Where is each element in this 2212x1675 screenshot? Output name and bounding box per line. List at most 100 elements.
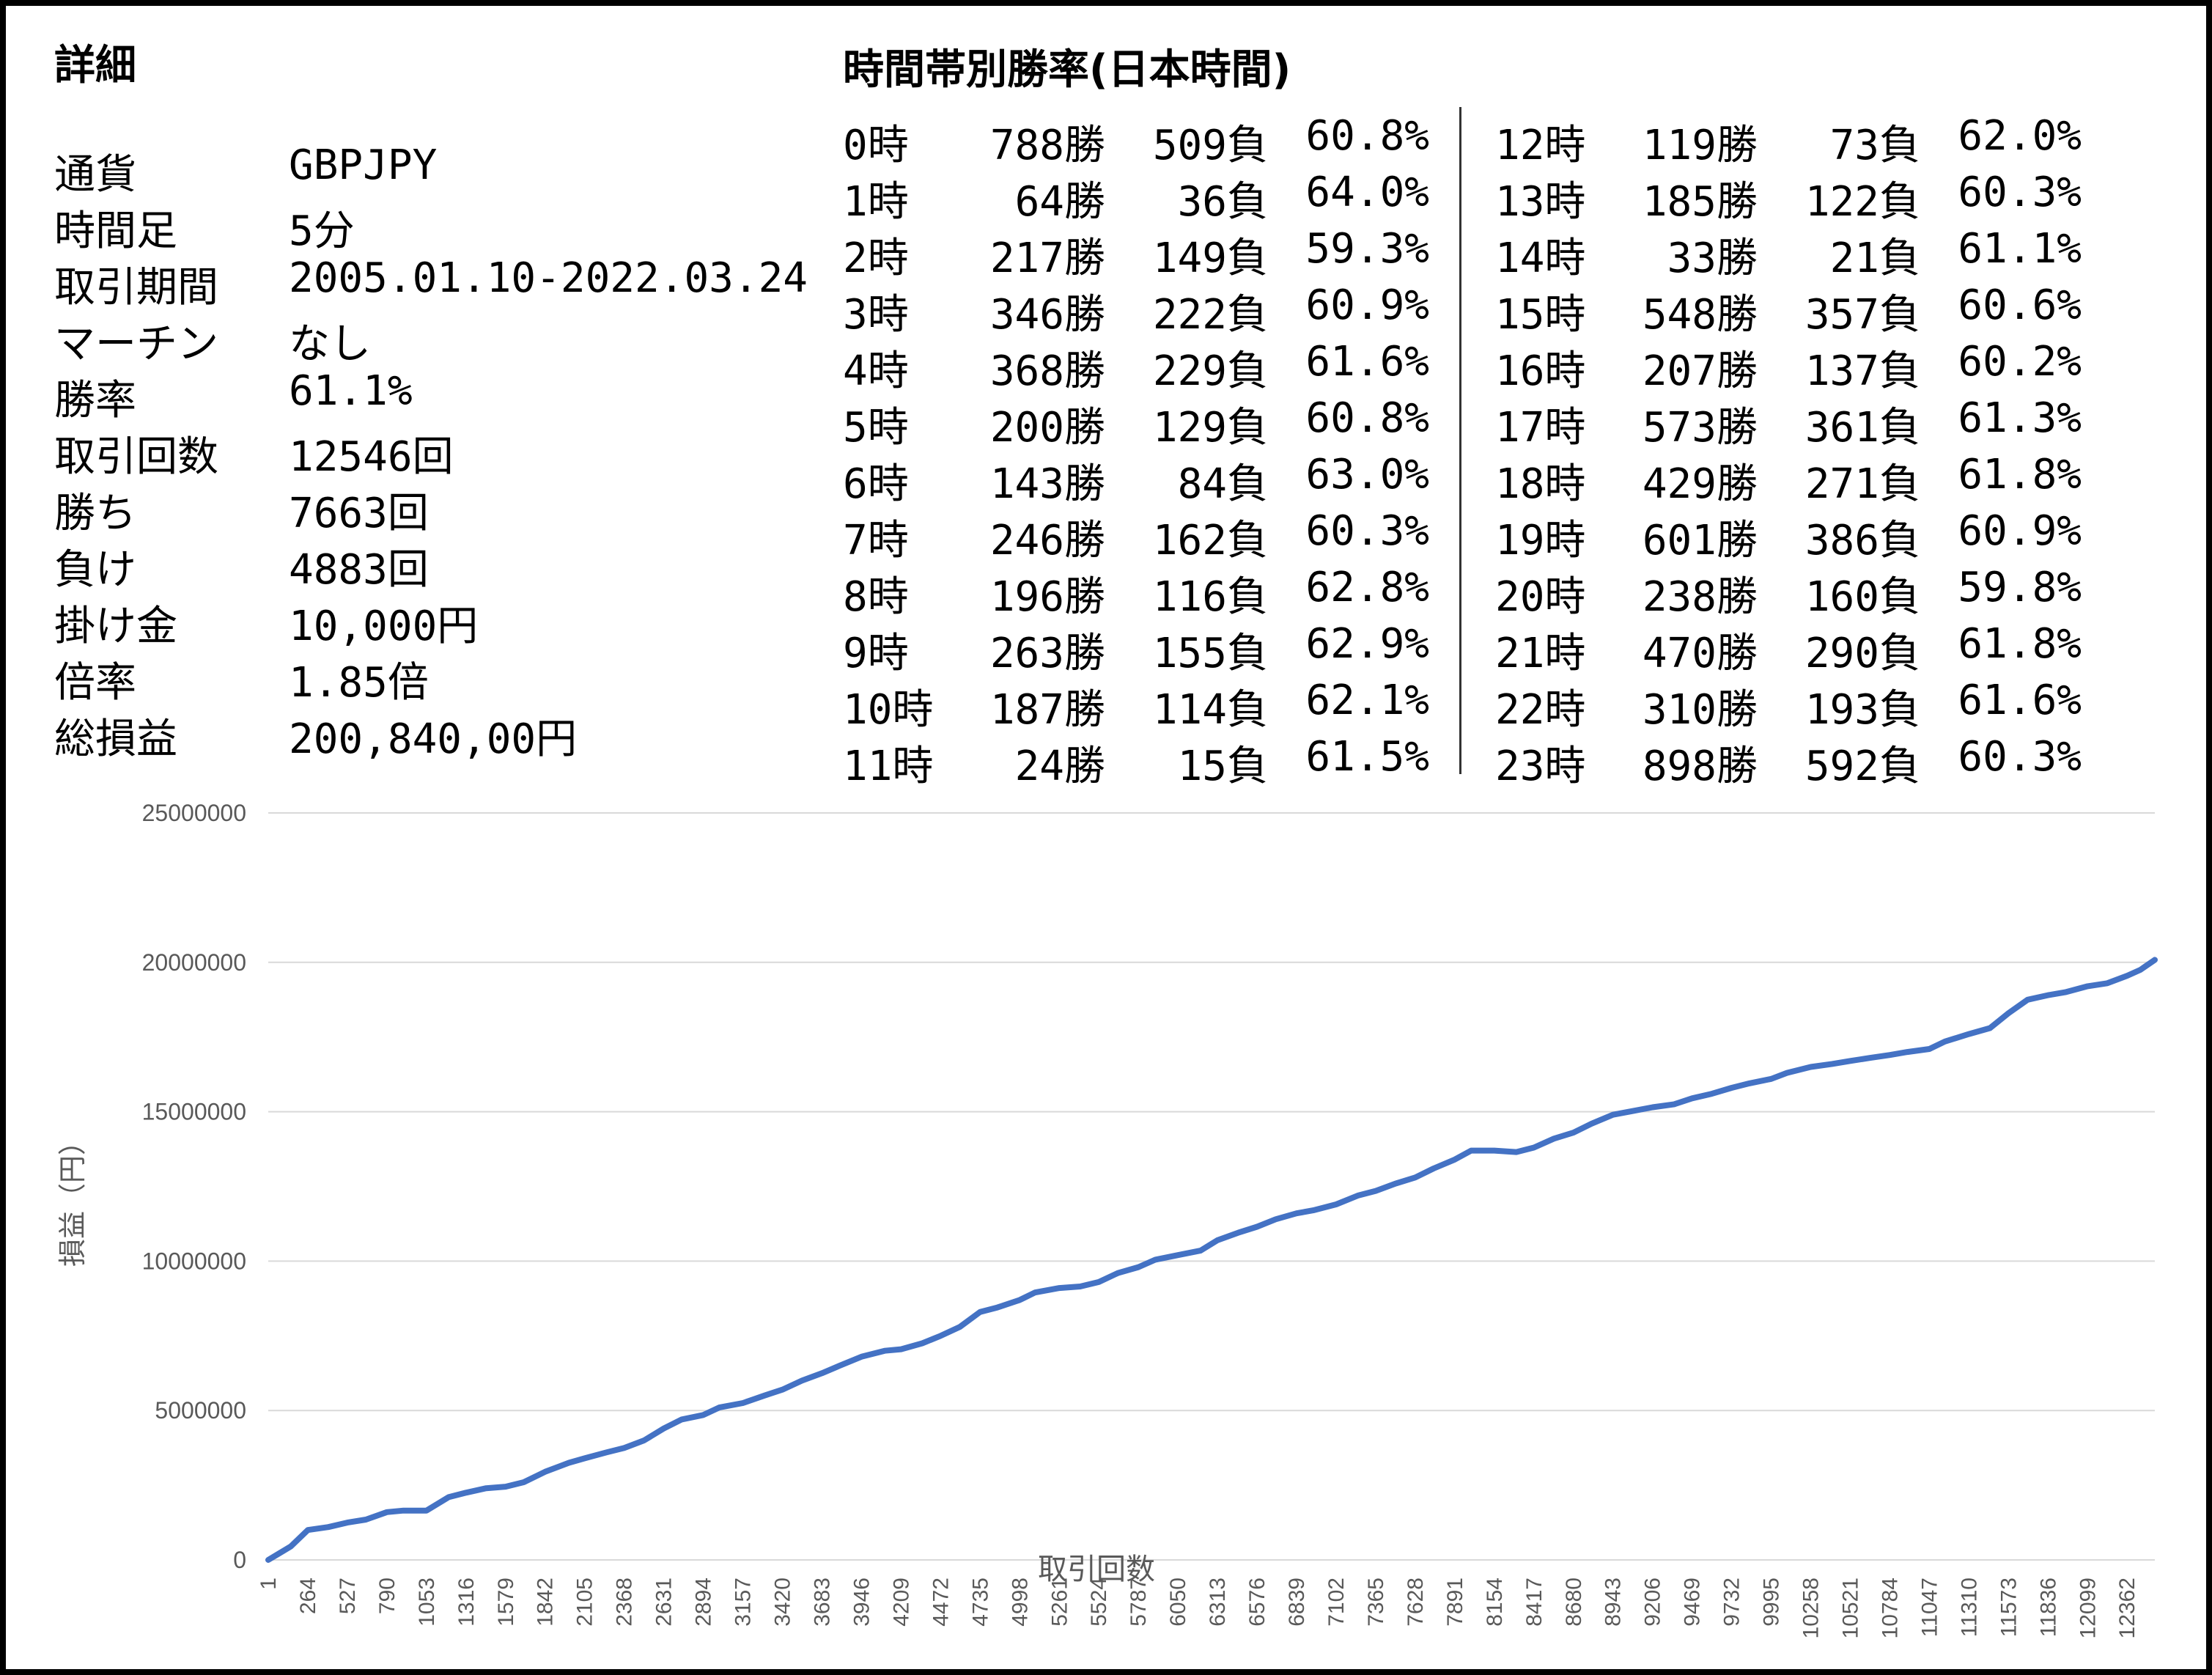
wins-count: 310勝 [1642, 686, 1758, 734]
details-label: 掛け金 [54, 603, 177, 650]
win-rate: 60.9% [1305, 281, 1429, 329]
hourly-row: 11時 24勝 15負 61.5% [843, 733, 1429, 790]
wins-count: 217勝 [989, 235, 1105, 282]
x-tick-label: 2631 [652, 1578, 676, 1627]
hourly-row: 22時 310勝 193負 61.6% [1495, 677, 2082, 734]
hourly-row: 0時 788勝 509負 60.8% [843, 112, 1429, 169]
hourly-row: 7時 246勝 162負 60.3% [843, 507, 1429, 564]
hour-label: 16時 [1495, 347, 1586, 395]
losses-count: 290負 [1804, 630, 1920, 677]
details-value: 5分 [289, 207, 355, 255]
win-rate: 61.3% [1958, 394, 2082, 442]
wins-count: 200勝 [989, 404, 1105, 452]
wins-count: 898勝 [1642, 743, 1758, 790]
x-tick-label: 3683 [810, 1578, 834, 1627]
x-tick-label: 3157 [731, 1578, 756, 1627]
x-tick-label: 6839 [1285, 1578, 1309, 1627]
details-value: 1.85倍 [289, 659, 429, 707]
details-label: 負け [54, 546, 136, 594]
wins-count: 24勝 [1014, 743, 1105, 790]
hourly-row: 15時 548勝 357負 60.6% [1495, 281, 2082, 339]
win-rate: 61.6% [1305, 338, 1429, 386]
x-tick-label: 11573 [1997, 1578, 2021, 1637]
x-tick-label: 8154 [1483, 1578, 1507, 1627]
wins-count: 368勝 [989, 347, 1105, 395]
losses-count: 386負 [1804, 517, 1920, 564]
x-tick-label: 1579 [494, 1578, 518, 1627]
hour-label: 21時 [1495, 630, 1586, 677]
hourly-row: 23時 898勝 592負 60.3% [1495, 733, 2082, 790]
win-rate: 60.2% [1958, 338, 2082, 386]
wins-count: 470勝 [1642, 630, 1758, 677]
hourly-row: 1時 64勝 36負 64.0% [843, 169, 1429, 226]
x-tick-label: 9732 [1720, 1578, 1744, 1627]
wins-count: 119勝 [1642, 122, 1758, 169]
wins-count: 33勝 [1667, 235, 1758, 282]
y-tick-label: 10000000 [142, 1248, 246, 1274]
win-rate: 61.5% [1305, 733, 1429, 781]
losses-count: 116負 [1152, 573, 1268, 621]
win-rate: 61.8% [1958, 620, 2082, 668]
x-tick-label: 7102 [1324, 1578, 1349, 1627]
win-rate: 60.3% [1305, 507, 1429, 555]
details-label: 取引期間 [54, 264, 218, 312]
wins-count: 263勝 [989, 630, 1105, 677]
hourly-table-left: 0時 788勝 509負 60.8% 1時 64勝 36負 64.0% 2時 217勝 149負 59… [843, 112, 1429, 790]
x-tick-label: 2105 [573, 1578, 597, 1627]
details-value: なし [289, 320, 371, 368]
hourly-row: 14時 33勝 21負 61.1% [1495, 225, 2082, 282]
details-value: 4883回 [289, 546, 429, 594]
win-rate: 63.0% [1305, 451, 1429, 498]
hour-label: 13時 [1495, 178, 1586, 226]
details-value: 200,840,00円 [289, 715, 578, 763]
x-tick-label: 5787 [1127, 1578, 1151, 1627]
hour-label: 15時 [1495, 291, 1586, 339]
win-rate: 60.8% [1305, 112, 1429, 160]
x-tick-label: 7365 [1364, 1578, 1388, 1627]
details-value: GBPJPY [289, 141, 438, 189]
hour-label: 22時 [1495, 686, 1586, 734]
win-rate: 64.0% [1305, 169, 1429, 216]
losses-count: 149負 [1152, 235, 1268, 282]
x-tick-label: 6313 [1206, 1578, 1230, 1627]
hourly-row: 13時 185勝 122負 60.3% [1495, 169, 2082, 226]
x-tick-label: 10258 [1799, 1578, 1824, 1638]
hour-label: 0時 [843, 122, 909, 169]
losses-count: 114負 [1152, 686, 1268, 734]
hourly-row: 2時 217勝 149負 59.3% [843, 225, 1429, 282]
hourly-table-right: 12時 119勝 73負 62.0% 13時 185勝 122負 60.3% 14時 33勝 21負… [1495, 112, 2082, 790]
hour-label: 14時 [1495, 235, 1586, 282]
hourly-row: 17時 573勝 361負 61.3% [1495, 394, 2082, 452]
losses-count: 162負 [1152, 517, 1268, 564]
losses-count: 509負 [1152, 122, 1268, 169]
hour-label: 12時 [1495, 122, 1586, 169]
x-tick-label: 11047 [1917, 1578, 1942, 1637]
x-tick-label: 9206 [1641, 1578, 1665, 1627]
details-label: 勝ち [54, 490, 136, 537]
hourly-row: 3時 346勝 222負 60.9% [843, 281, 1429, 339]
losses-count: 357負 [1804, 291, 1920, 339]
x-tick-label: 5261 [1047, 1578, 1072, 1627]
profit-line-chart: 0 5000000 10000000 15000000 20000000 25000000… [56, 800, 2158, 1638]
x-tick-label: 10784 [1878, 1578, 1902, 1638]
hour-label: 17時 [1495, 404, 1586, 452]
details-label: 勝率 [54, 377, 136, 424]
losses-count: 84負 [1177, 460, 1268, 508]
hourly-row: 6時 143勝 84負 63.0% [843, 451, 1429, 508]
x-tick-label: 1842 [534, 1578, 558, 1627]
win-rate: 62.9% [1305, 620, 1429, 668]
win-rate: 60.6% [1958, 281, 2082, 329]
win-rate: 62.8% [1305, 564, 1429, 611]
details-label: 取引回数 [54, 433, 218, 481]
x-tick-label: 6576 [1245, 1578, 1269, 1627]
hour-label: 19時 [1495, 517, 1586, 564]
wins-count: 238勝 [1642, 573, 1758, 621]
wins-count: 246勝 [989, 517, 1105, 564]
wins-count: 346勝 [989, 291, 1105, 339]
wins-count: 64勝 [1014, 178, 1105, 226]
x-tick-label: 9995 [1760, 1578, 1784, 1627]
hourly-row: 16時 207勝 137負 60.2% [1495, 338, 2082, 395]
losses-count: 229負 [1152, 347, 1268, 395]
details-label: 通貨 [54, 151, 136, 199]
